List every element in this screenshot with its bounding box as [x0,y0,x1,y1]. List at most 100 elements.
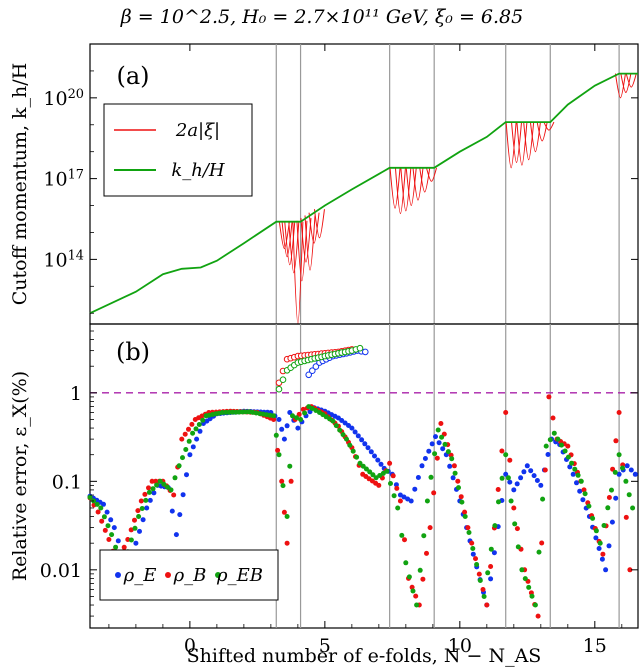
scatter-point-eb [424,498,430,504]
scatter-point-e [147,497,153,503]
scatter-point-eb [565,454,571,460]
red-spike-7 [304,215,316,271]
scatter-point-eb [200,417,206,423]
panel-b-label: (b) [116,338,150,366]
scatter-point-eb [164,484,170,490]
scatter-point-eb [287,463,293,469]
scatter-point-b [507,457,513,463]
scatter-point-e [599,556,605,562]
scatter-point-b [511,505,517,511]
scatter-point-eb [612,469,618,475]
scatter-point-eb [340,432,346,438]
scatter-point-e [577,488,583,494]
scatter-point-eb [519,567,525,573]
scatter-point-b [121,544,127,550]
scatter-point-eb [113,544,119,550]
scatter-point-e [606,543,612,549]
scatter-point-eb [515,544,521,550]
open-point-e [362,348,369,356]
scatter-point-e [511,487,517,493]
red-spike-20 [523,122,535,161]
scatter-point-b [627,567,633,573]
scatter-point-b [465,525,471,531]
scatter-point-e [276,417,282,422]
scatter-point-e [488,576,494,582]
scatter-point-e [596,546,602,551]
scatter-point-eb [196,422,202,427]
scatter-point-e [378,461,384,467]
red-spike-9 [313,209,325,239]
red-spike-11 [394,167,406,215]
scatter-point-b [606,495,612,500]
scatter-point-e [372,453,377,459]
scatter-point-e [284,423,290,429]
scatter-point-eb [370,472,376,478]
scatter-point-b [146,485,151,491]
scatter-point-b [171,492,177,498]
scatter-point-eb [94,501,100,507]
red-spike-10 [389,167,401,209]
scatter-point-e [355,433,361,439]
scatter-point-eb [139,506,145,511]
scatter-point-eb [417,567,423,573]
scatter-point-eb [572,466,578,472]
scatter-point-eb [474,562,480,567]
scatter-point-b [451,463,457,469]
scatter-point-eb [601,523,607,528]
scatter-point-e [295,425,301,431]
scatter-point-eb [176,463,182,469]
panel-a-legend-box [103,103,253,197]
scatter-point-eb [333,423,339,429]
scatter-point-eb [508,498,514,504]
scatter-point-b [424,550,429,556]
scatter-point-eb [477,578,483,583]
scatter-point-eb [485,570,491,576]
scatter-point-b [288,478,294,484]
scatter-point-b [499,448,505,454]
scatter-point-e [287,410,293,415]
scatter-point-eb [406,574,412,580]
red-spike-0 [278,221,290,250]
scatter-point-eb [357,460,363,466]
series-eb [87,404,636,608]
scatter-point-b [455,478,461,484]
scatter-point-eb [555,436,561,442]
scatter-point-eb [536,549,542,555]
scatter-point-e [524,463,530,469]
scatter-point-eb [105,523,111,529]
scatter-point-eb [280,483,286,489]
scatter-point-eb [284,514,290,519]
scatter-point-e [531,473,537,479]
scatter-point-b [296,411,302,417]
panel-b-xtick-label-2: 10 [448,635,472,657]
red-spike-26 [625,73,637,88]
scatter-point-e [628,467,634,473]
scatter-point-b [142,491,148,497]
scatter-point-e [368,449,374,455]
scatter-point-b [473,556,478,562]
scatter-point-b [402,537,407,543]
open-point-e [305,371,313,379]
scatter-point-eb [168,487,174,493]
panel-b-ytick-label-2: 1 [70,383,82,405]
scatter-point-eb [590,515,596,521]
scatter-point-e [173,532,179,538]
scatter-point-eb [623,478,629,484]
scatter-point-eb [456,485,461,491]
scatter-point-e [580,497,586,503]
x-axis-label: Shifted number of e-folds, N − N_AS [187,645,542,667]
legend-entry-2axi: 2a|ξ| [175,120,220,141]
scatter-point-b [542,467,548,473]
scatter-point-e [514,481,520,487]
scatter-point-eb [87,494,93,500]
scatter-point-b [438,421,444,426]
panel-b-ytick-label-1: 0.1 [52,471,82,493]
open-point-eb [275,385,283,393]
scatter-point-eb [128,537,134,543]
scatter-point-eb [172,475,178,481]
red-spike-14 [412,167,424,201]
scatter-point-b [535,613,541,619]
open-point-eb [356,344,364,352]
scatter-point-eb [505,475,511,481]
scatter-point-e [507,479,513,485]
